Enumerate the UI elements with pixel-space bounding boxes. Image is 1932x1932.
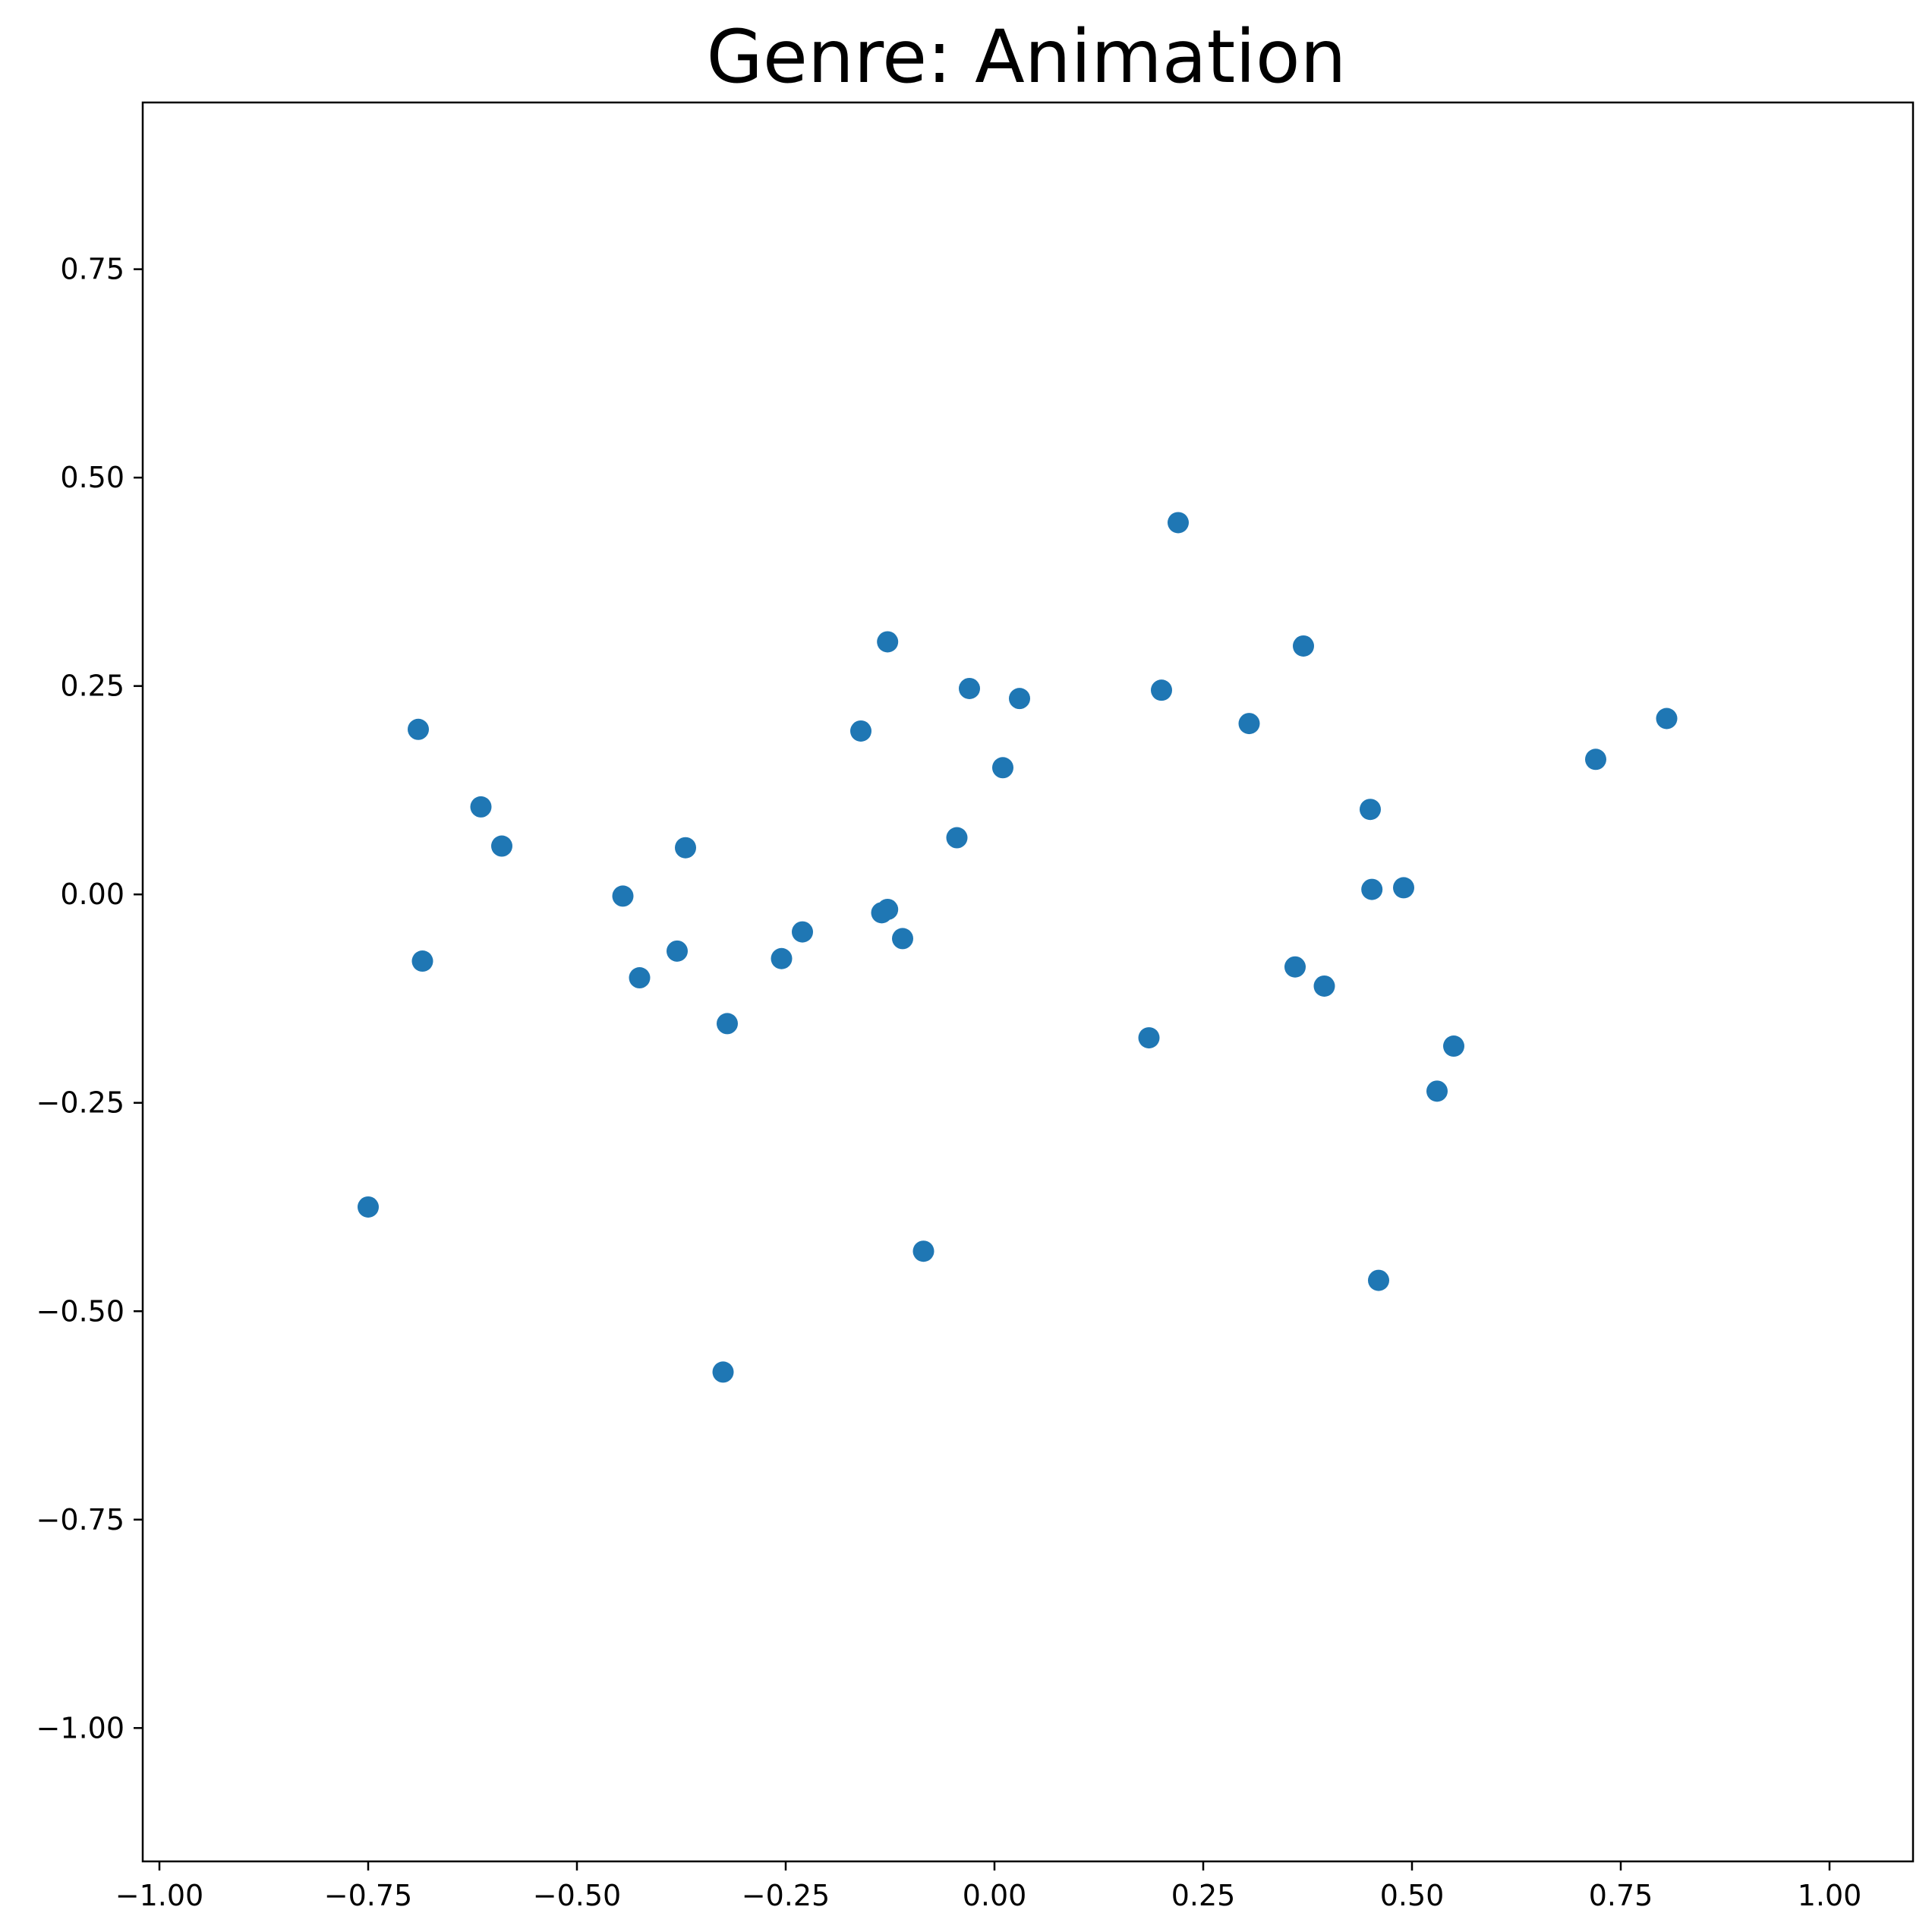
scatter-point <box>717 1013 738 1035</box>
y-tick-label: −0.75 <box>36 1503 124 1536</box>
y-tick-label: 0.75 <box>60 253 124 286</box>
y-tick-label: −0.50 <box>36 1294 124 1328</box>
scatter-point <box>1238 713 1260 735</box>
scatter-point <box>675 837 696 859</box>
scatter-point <box>1656 708 1678 730</box>
scatter-point <box>959 677 980 699</box>
scatter-point <box>411 950 433 972</box>
scatter-point <box>1585 749 1606 771</box>
plot-area-frame <box>141 101 1915 1863</box>
scatter-point <box>712 1361 734 1383</box>
x-tick-label: 1.00 <box>1798 1879 1862 1912</box>
scatter-point <box>491 835 512 857</box>
scatter-point <box>1393 877 1414 899</box>
scatter-point <box>1368 1269 1389 1291</box>
y-tick-label: 0.25 <box>60 670 124 703</box>
scatter-point <box>1284 956 1306 978</box>
scatter-point <box>946 827 968 849</box>
scatter-point <box>992 757 1013 779</box>
points-layer <box>358 512 1678 1383</box>
x-tick-label: 0.25 <box>1171 1879 1236 1912</box>
scatter-point <box>408 718 429 740</box>
x-tick-label: −0.50 <box>533 1879 621 1912</box>
scatter-point <box>1151 679 1172 701</box>
scatter-point <box>629 967 651 989</box>
scatter-point <box>892 928 913 950</box>
scatter-point <box>912 1240 934 1262</box>
scatter-point <box>1443 1035 1464 1057</box>
y-tick-label: 0.50 <box>60 461 124 494</box>
scatter-point <box>792 921 813 943</box>
scatter-point <box>358 1196 379 1218</box>
scatter-point <box>1293 635 1314 657</box>
x-tick-label: −0.25 <box>742 1879 830 1912</box>
scatter-point <box>470 796 492 818</box>
scatter-point <box>667 940 688 962</box>
x-tick-label: 0.50 <box>1380 1879 1445 1912</box>
scatter-point <box>1168 512 1189 534</box>
scatter-point <box>1426 1080 1448 1102</box>
scatter-point <box>877 898 899 920</box>
y-axis-ticks: −1.00 −0.75 −0.50 −0.25 0.00 0.25 0.50 0.75 <box>36 253 143 1744</box>
x-tick-label: 0.00 <box>963 1879 1027 1912</box>
y-tick-label: −1.00 <box>36 1711 124 1744</box>
chart-title: Genre: Animation <box>707 14 1347 99</box>
scatter-point <box>850 720 871 742</box>
x-axis-ticks: −1.00 −0.75 −0.50 −0.25 0.00 0.25 0.50 0.75 1.00 <box>115 1861 1862 1912</box>
scatter-point <box>771 947 793 969</box>
scatter-point <box>1361 878 1383 900</box>
scatter-point <box>1138 1027 1160 1049</box>
scatter-point <box>1009 688 1030 710</box>
y-tick-label: 0.00 <box>60 878 124 911</box>
scatter-point <box>1313 975 1335 997</box>
y-tick-label: −0.25 <box>36 1086 124 1120</box>
scatter-point <box>612 885 634 907</box>
x-tick-label: −0.75 <box>324 1879 412 1912</box>
x-tick-label: −1.00 <box>115 1879 203 1912</box>
x-tick-label: 0.75 <box>1589 1879 1653 1912</box>
scatter-point <box>1360 799 1381 821</box>
scatter-point <box>877 631 899 653</box>
